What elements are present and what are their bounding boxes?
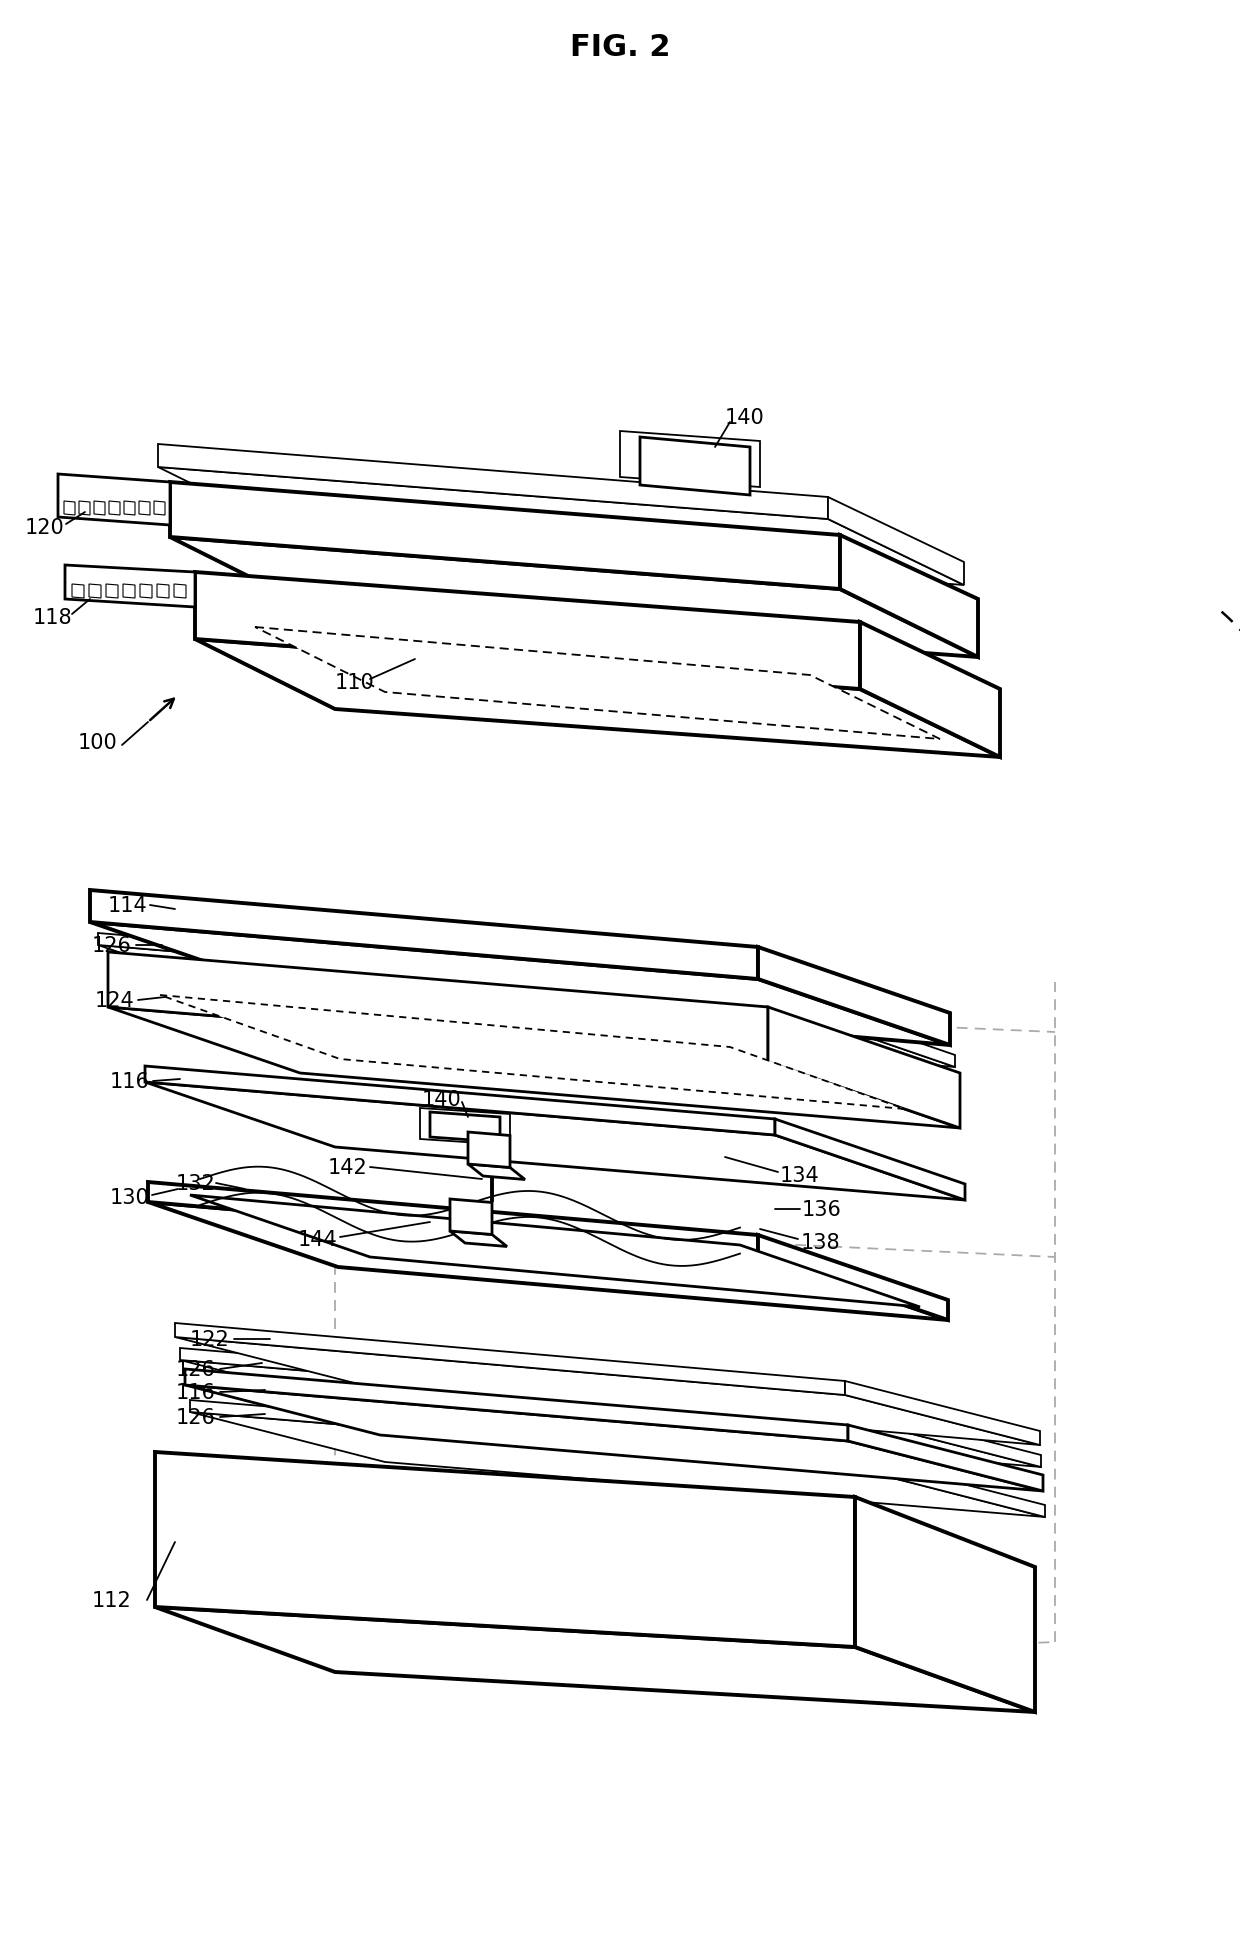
Polygon shape — [839, 536, 978, 658]
Text: FIG. 2: FIG. 2 — [569, 33, 671, 63]
Polygon shape — [180, 1360, 1042, 1468]
Polygon shape — [185, 1386, 1043, 1491]
Text: 126: 126 — [176, 1360, 216, 1380]
Polygon shape — [255, 628, 940, 740]
Polygon shape — [195, 573, 861, 689]
Text: 144: 144 — [298, 1229, 337, 1249]
Polygon shape — [190, 1196, 920, 1307]
Polygon shape — [155, 1607, 1035, 1712]
Polygon shape — [174, 585, 186, 599]
Polygon shape — [450, 1231, 507, 1247]
Polygon shape — [775, 1119, 965, 1200]
Polygon shape — [109, 501, 120, 517]
Text: 140: 140 — [725, 407, 765, 429]
Polygon shape — [763, 990, 955, 1067]
Text: 126: 126 — [92, 935, 131, 955]
Polygon shape — [420, 1108, 510, 1145]
Polygon shape — [91, 922, 950, 1045]
Polygon shape — [856, 1497, 1035, 1712]
Polygon shape — [467, 1164, 525, 1180]
Text: 118: 118 — [32, 609, 72, 628]
Polygon shape — [768, 1008, 960, 1129]
Polygon shape — [190, 1401, 849, 1468]
Polygon shape — [89, 585, 100, 599]
Polygon shape — [620, 432, 760, 487]
Polygon shape — [849, 1456, 1045, 1517]
Text: 134: 134 — [780, 1166, 820, 1186]
Text: 116: 116 — [176, 1382, 216, 1403]
Text: 112: 112 — [92, 1591, 131, 1611]
Polygon shape — [64, 501, 74, 517]
Polygon shape — [160, 996, 905, 1110]
Text: 116: 116 — [110, 1070, 150, 1092]
Polygon shape — [170, 483, 839, 589]
Text: 138: 138 — [800, 1233, 839, 1252]
Polygon shape — [848, 1425, 1043, 1491]
Polygon shape — [154, 501, 165, 517]
Polygon shape — [145, 1067, 775, 1135]
Text: 124: 124 — [95, 990, 135, 1010]
Polygon shape — [98, 933, 763, 1002]
Polygon shape — [105, 585, 118, 599]
Polygon shape — [758, 947, 950, 1045]
Text: 140: 140 — [422, 1090, 461, 1110]
Text: 126: 126 — [176, 1407, 216, 1427]
Polygon shape — [94, 501, 105, 517]
Polygon shape — [91, 890, 758, 980]
Polygon shape — [758, 1235, 949, 1321]
Polygon shape — [185, 1370, 848, 1440]
Text: 142: 142 — [329, 1157, 368, 1178]
Polygon shape — [98, 945, 955, 1067]
Text: 136: 136 — [802, 1200, 842, 1219]
Text: 130: 130 — [110, 1188, 150, 1207]
Polygon shape — [844, 1382, 1040, 1446]
Polygon shape — [157, 444, 828, 521]
Text: 120: 120 — [25, 519, 64, 538]
Text: 132: 132 — [176, 1174, 216, 1194]
Polygon shape — [175, 1337, 1040, 1446]
Polygon shape — [58, 476, 170, 526]
Polygon shape — [640, 438, 750, 495]
Text: 100: 100 — [78, 732, 118, 753]
Polygon shape — [157, 468, 963, 585]
Polygon shape — [175, 1323, 844, 1395]
Polygon shape — [861, 622, 999, 757]
Polygon shape — [148, 1202, 949, 1321]
Polygon shape — [145, 1082, 965, 1200]
Polygon shape — [828, 497, 963, 585]
Polygon shape — [140, 585, 153, 599]
Polygon shape — [123, 585, 135, 599]
Polygon shape — [430, 1112, 500, 1143]
Polygon shape — [148, 1182, 758, 1254]
Text: 122: 122 — [190, 1329, 229, 1348]
Polygon shape — [846, 1405, 1042, 1468]
Polygon shape — [72, 585, 84, 599]
Polygon shape — [108, 953, 768, 1063]
Polygon shape — [190, 1413, 1045, 1517]
Polygon shape — [108, 1008, 960, 1129]
Polygon shape — [79, 501, 91, 517]
Polygon shape — [467, 1133, 510, 1168]
Text: 114: 114 — [108, 896, 148, 916]
Polygon shape — [170, 538, 978, 658]
Polygon shape — [64, 566, 195, 609]
Text: 110: 110 — [335, 673, 374, 693]
Polygon shape — [195, 640, 999, 757]
Polygon shape — [124, 501, 135, 517]
Polygon shape — [450, 1200, 492, 1235]
Polygon shape — [180, 1348, 846, 1417]
Polygon shape — [139, 501, 150, 517]
Polygon shape — [155, 1452, 856, 1648]
Polygon shape — [157, 585, 169, 599]
